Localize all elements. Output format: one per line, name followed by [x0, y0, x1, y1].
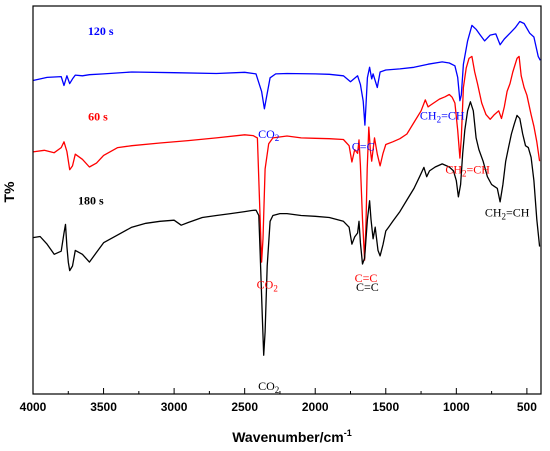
series-label: 180 s — [78, 194, 104, 208]
x-tick-label: 3000 — [161, 400, 188, 414]
peak-annotation: CH2=CH — [420, 108, 465, 124]
series-label: 60 s — [88, 109, 108, 123]
x-tick-label: 4000 — [20, 400, 47, 414]
peak-annotation: C=C — [352, 139, 375, 153]
x-axis-title-superscript: -1 — [344, 428, 352, 438]
annotation-layer: 120 s 60 s 180 s CO2 C=C CH2=CH CO2 C=C CH2=CH C=… — [78, 24, 530, 395]
series-layer — [32, 20, 541, 356]
x-tick-label: 2500 — [231, 400, 258, 414]
peak-annotation: CH2=CH — [445, 163, 490, 179]
peak-annotation: CO2 — [258, 127, 279, 143]
series-line-120s — [32, 20, 541, 126]
x-tick-label: 500 — [517, 400, 537, 414]
x-tick-label: 3500 — [90, 400, 117, 414]
series-line-60s — [32, 55, 541, 263]
series-line-180s — [32, 101, 541, 356]
peak-annotation: C=C — [356, 280, 379, 294]
x-axis-title: Wavenumber/cm-1 — [232, 428, 352, 445]
series-label: 120 s — [88, 24, 114, 38]
axes: 4000 3500 3000 2500 2000 1500 1000 500 — [20, 5, 542, 414]
peak-annotation: C=C — [355, 271, 378, 285]
x-tick-label: 1500 — [372, 400, 399, 414]
x-axis-title-text: Wavenumber/cm — [232, 429, 344, 445]
peak-annotation: CO2 — [257, 277, 278, 293]
x-tick-label: 1000 — [443, 400, 470, 414]
y-axis-title: T% — [1, 181, 17, 203]
peak-annotation: CO2 — [258, 379, 279, 395]
x-tick-label: 2000 — [302, 400, 329, 414]
plot-frame — [32, 5, 542, 395]
peak-annotation: CH2=CH — [485, 205, 530, 221]
